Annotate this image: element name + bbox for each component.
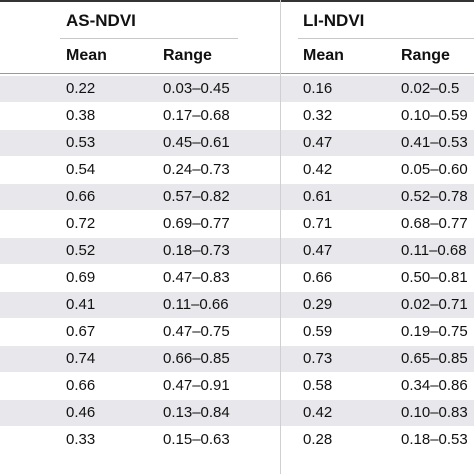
- table-row: 0.54 0.24–0.73 0.42 0.05–0.60: [0, 157, 474, 184]
- as-range-cell: 0.18–0.73: [163, 242, 230, 259]
- as-mean-cell: 0.66: [66, 188, 96, 205]
- li-mean-cell: 0.32: [303, 107, 333, 124]
- table-row: 0.46 0.13–0.84 0.42 0.10–0.83: [0, 400, 474, 427]
- as-range-cell: 0.47–0.75: [163, 323, 230, 340]
- li-range-cell: 0.02–0.5: [401, 80, 460, 97]
- as-mean-cell: 0.74: [66, 350, 96, 367]
- table-body: 0.22 0.03–0.45 0.16 0.02–0.5 0.38 0.17–0.68 0.…: [0, 76, 474, 454]
- as-mean-cell: 0.22: [66, 80, 96, 97]
- as-range-cell: 0.17–0.68: [163, 107, 230, 124]
- table-row: 0.33 0.15–0.63 0.28 0.18–0.53: [0, 427, 474, 454]
- li-mean-cell: 0.47: [303, 242, 333, 259]
- table-top-rule: [0, 0, 474, 2]
- li-range-column-header: Range: [401, 47, 450, 64]
- li-mean-cell: 0.42: [303, 404, 333, 421]
- li-mean-cell: 0.59: [303, 323, 333, 340]
- li-mean-cell: 0.29: [303, 296, 333, 313]
- as-mean-cell: 0.66: [66, 377, 96, 394]
- table-row: 0.74 0.66–0.85 0.73 0.65–0.85: [0, 346, 474, 373]
- li-mean-cell: 0.16: [303, 80, 333, 97]
- li-range-cell: 0.68–0.77: [401, 215, 468, 232]
- table-row: 0.38 0.17–0.68 0.32 0.10–0.59: [0, 103, 474, 130]
- as-ndvi-group-rule: [60, 38, 238, 39]
- li-range-cell: 0.02–0.71: [401, 296, 468, 313]
- table-row: 0.66 0.47–0.91 0.58 0.34–0.86: [0, 373, 474, 400]
- li-range-cell: 0.34–0.86: [401, 377, 468, 394]
- table-row: 0.66 0.57–0.82 0.61 0.52–0.78: [0, 184, 474, 211]
- as-mean-cell: 0.72: [66, 215, 96, 232]
- header-rule: [0, 73, 474, 74]
- as-range-cell: 0.45–0.61: [163, 134, 230, 151]
- as-mean-cell: 0.53: [66, 134, 96, 151]
- table-row: 0.22 0.03–0.45 0.16 0.02–0.5: [0, 76, 474, 103]
- as-mean-cell: 0.46: [66, 404, 96, 421]
- as-mean-cell: 0.67: [66, 323, 96, 340]
- li-range-cell: 0.10–0.83: [401, 404, 468, 421]
- li-mean-cell: 0.28: [303, 431, 333, 448]
- li-range-cell: 0.50–0.81: [401, 269, 468, 286]
- li-mean-cell: 0.58: [303, 377, 333, 394]
- table-row: 0.72 0.69–0.77 0.71 0.68–0.77: [0, 211, 474, 238]
- li-range-cell: 0.11–0.68: [401, 242, 467, 259]
- as-range-cell: 0.11–0.66: [163, 296, 229, 313]
- table-row: 0.41 0.11–0.66 0.29 0.02–0.71: [0, 292, 474, 319]
- as-range-cell: 0.47–0.91: [163, 377, 230, 394]
- li-ndvi-header: LI-NDVI: [303, 11, 365, 30]
- column-group-separator: [280, 0, 281, 474]
- as-range-cell: 0.66–0.85: [163, 350, 230, 367]
- li-range-cell: 0.52–0.78: [401, 188, 468, 205]
- li-mean-cell: 0.61: [303, 188, 333, 205]
- table-row: 0.69 0.47–0.83 0.66 0.50–0.81: [0, 265, 474, 292]
- li-mean-cell: 0.47: [303, 134, 333, 151]
- li-range-cell: 0.05–0.60: [401, 161, 468, 178]
- as-mean-cell: 0.33: [66, 431, 96, 448]
- li-range-cell: 0.65–0.85: [401, 350, 468, 367]
- as-range-cell: 0.69–0.77: [163, 215, 230, 232]
- as-range-cell: 0.57–0.82: [163, 188, 230, 205]
- li-mean-cell: 0.71: [303, 215, 333, 232]
- table-row: 0.67 0.47–0.75 0.59 0.19–0.75: [0, 319, 474, 346]
- as-range-column-header: Range: [163, 47, 212, 64]
- as-range-cell: 0.47–0.83: [163, 269, 230, 286]
- as-mean-cell: 0.41: [66, 296, 96, 313]
- as-ndvi-header: AS-NDVI: [66, 11, 136, 30]
- li-ndvi-group-rule: [298, 38, 474, 39]
- as-mean-cell: 0.69: [66, 269, 96, 286]
- li-mean-cell: 0.42: [303, 161, 333, 178]
- as-range-cell: 0.13–0.84: [163, 404, 230, 421]
- as-mean-cell: 0.38: [66, 107, 96, 124]
- li-range-cell: 0.41–0.53: [401, 134, 468, 151]
- li-mean-column-header: Mean: [303, 47, 344, 64]
- li-range-cell: 0.18–0.53: [401, 431, 468, 448]
- table-row: 0.52 0.18–0.73 0.47 0.11–0.68: [0, 238, 474, 265]
- li-range-cell: 0.10–0.59: [401, 107, 468, 124]
- li-mean-cell: 0.73: [303, 350, 333, 367]
- as-range-cell: 0.24–0.73: [163, 161, 230, 178]
- table-row: 0.53 0.45–0.61 0.47 0.41–0.53: [0, 130, 474, 157]
- as-range-cell: 0.15–0.63: [163, 431, 230, 448]
- as-mean-cell: 0.54: [66, 161, 96, 178]
- as-mean-cell: 0.52: [66, 242, 96, 259]
- as-mean-column-header: Mean: [66, 47, 107, 64]
- as-range-cell: 0.03–0.45: [163, 80, 230, 97]
- li-mean-cell: 0.66: [303, 269, 333, 286]
- li-range-cell: 0.19–0.75: [401, 323, 468, 340]
